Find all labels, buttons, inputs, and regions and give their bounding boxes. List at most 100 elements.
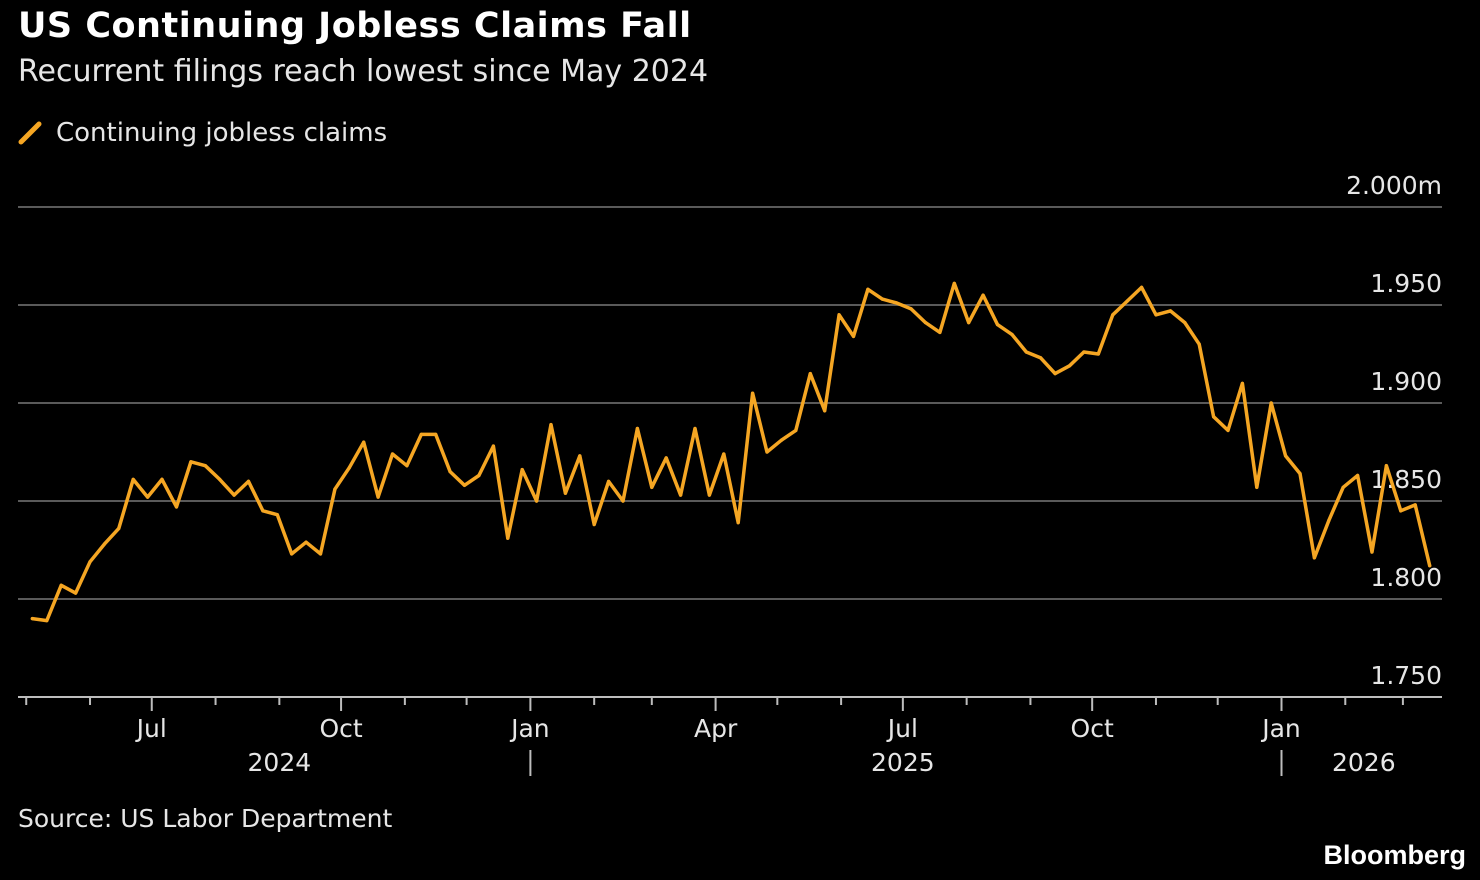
data-point <box>679 493 683 497</box>
data-point <box>45 619 49 623</box>
data-point <box>74 591 78 595</box>
data-point <box>261 509 265 513</box>
data-point <box>448 470 452 474</box>
y-tick-label: 1.900 <box>1370 367 1442 396</box>
data-point <box>1269 401 1273 405</box>
data-point <box>765 450 769 454</box>
x-tick-label: Jul <box>135 714 167 743</box>
data-point <box>218 477 222 481</box>
data-point <box>1140 285 1144 289</box>
data-point <box>1384 464 1388 468</box>
data-point <box>837 313 841 317</box>
data-point <box>923 321 928 325</box>
data-point <box>462 483 467 487</box>
data-point <box>232 493 236 497</box>
data-point <box>895 301 899 305</box>
y-tick-label: 1.950 <box>1370 269 1442 298</box>
x-year-label: 2025 <box>871 748 935 777</box>
data-point <box>1096 352 1100 356</box>
data-point <box>592 522 596 527</box>
data-point <box>751 391 755 395</box>
data-point <box>520 468 524 472</box>
data-point <box>1125 299 1129 303</box>
x-tick-label: Jan <box>509 714 550 743</box>
data-point <box>477 473 481 478</box>
data-point <box>290 552 294 556</box>
data-point <box>664 456 668 460</box>
source-note: Source: US Labor Department <box>18 804 393 833</box>
y-tick-label: 1.750 <box>1370 661 1442 690</box>
data-point <box>1168 309 1172 313</box>
data-point <box>952 281 956 285</box>
data-point <box>203 464 207 468</box>
data-point <box>506 536 510 540</box>
data-point <box>102 542 106 546</box>
chart-title: US Continuing Jobless Claims Fall <box>18 6 692 46</box>
data-point <box>1399 509 1403 513</box>
data-point <box>736 521 740 525</box>
x-year-label: 2026 <box>1332 748 1396 777</box>
data-point <box>563 491 568 495</box>
x-year-label: 2024 <box>248 748 312 777</box>
data-point <box>390 452 395 456</box>
x-tick-label: Apr <box>694 714 738 743</box>
data-point <box>1067 364 1072 368</box>
data-point <box>30 617 34 621</box>
y-tick-label: 1.800 <box>1370 563 1442 592</box>
data-point <box>967 321 971 325</box>
legend: Continuing jobless claims <box>18 116 387 150</box>
data-point <box>938 330 942 334</box>
data-point <box>275 513 279 517</box>
data-point <box>981 293 985 297</box>
data-point <box>246 479 251 483</box>
data-point <box>59 583 63 587</box>
data-point <box>1312 556 1316 560</box>
series-line-continuing-claims <box>30 281 1432 623</box>
data-point <box>1111 313 1115 317</box>
data-point <box>1024 350 1028 354</box>
data-point <box>650 485 654 489</box>
data-point <box>607 479 611 483</box>
data-point <box>578 454 582 458</box>
x-tick-label: Oct <box>319 714 362 743</box>
data-point <box>1284 454 1288 458</box>
x-tick-label: Jan <box>1260 714 1301 743</box>
data-point <box>146 495 150 499</box>
data-point <box>304 540 308 544</box>
data-point <box>621 499 625 503</box>
data-point <box>1356 473 1360 478</box>
data-point <box>1053 372 1057 376</box>
data-point <box>376 495 380 499</box>
data-point <box>318 552 323 556</box>
data-point <box>1154 313 1158 317</box>
legend-label: Continuing jobless claims <box>56 118 388 148</box>
data-point <box>1428 564 1432 568</box>
data-point <box>1370 550 1374 554</box>
data-point <box>405 464 409 468</box>
data-point <box>549 423 553 427</box>
data-point <box>347 466 351 470</box>
data-point <box>866 287 870 291</box>
data-point <box>995 323 1000 327</box>
data-point <box>333 487 337 491</box>
data-point <box>909 307 913 311</box>
data-point <box>117 526 121 531</box>
data-point <box>808 372 812 376</box>
data-point <box>1082 350 1086 354</box>
data-point <box>1327 519 1331 523</box>
data-point <box>707 493 712 497</box>
data-point <box>1197 342 1201 346</box>
data-point <box>131 477 135 481</box>
data-point <box>851 334 856 338</box>
data-point <box>1226 428 1230 432</box>
data-point <box>1212 415 1216 419</box>
bloomberg-logo: Bloomberg <box>1323 840 1466 870</box>
data-point <box>823 409 827 413</box>
data-point <box>693 426 697 431</box>
legend-swatch-icon <box>18 121 42 145</box>
data-point <box>419 432 423 436</box>
data-point <box>88 560 92 564</box>
data-point <box>535 499 539 503</box>
data-point <box>362 440 366 444</box>
